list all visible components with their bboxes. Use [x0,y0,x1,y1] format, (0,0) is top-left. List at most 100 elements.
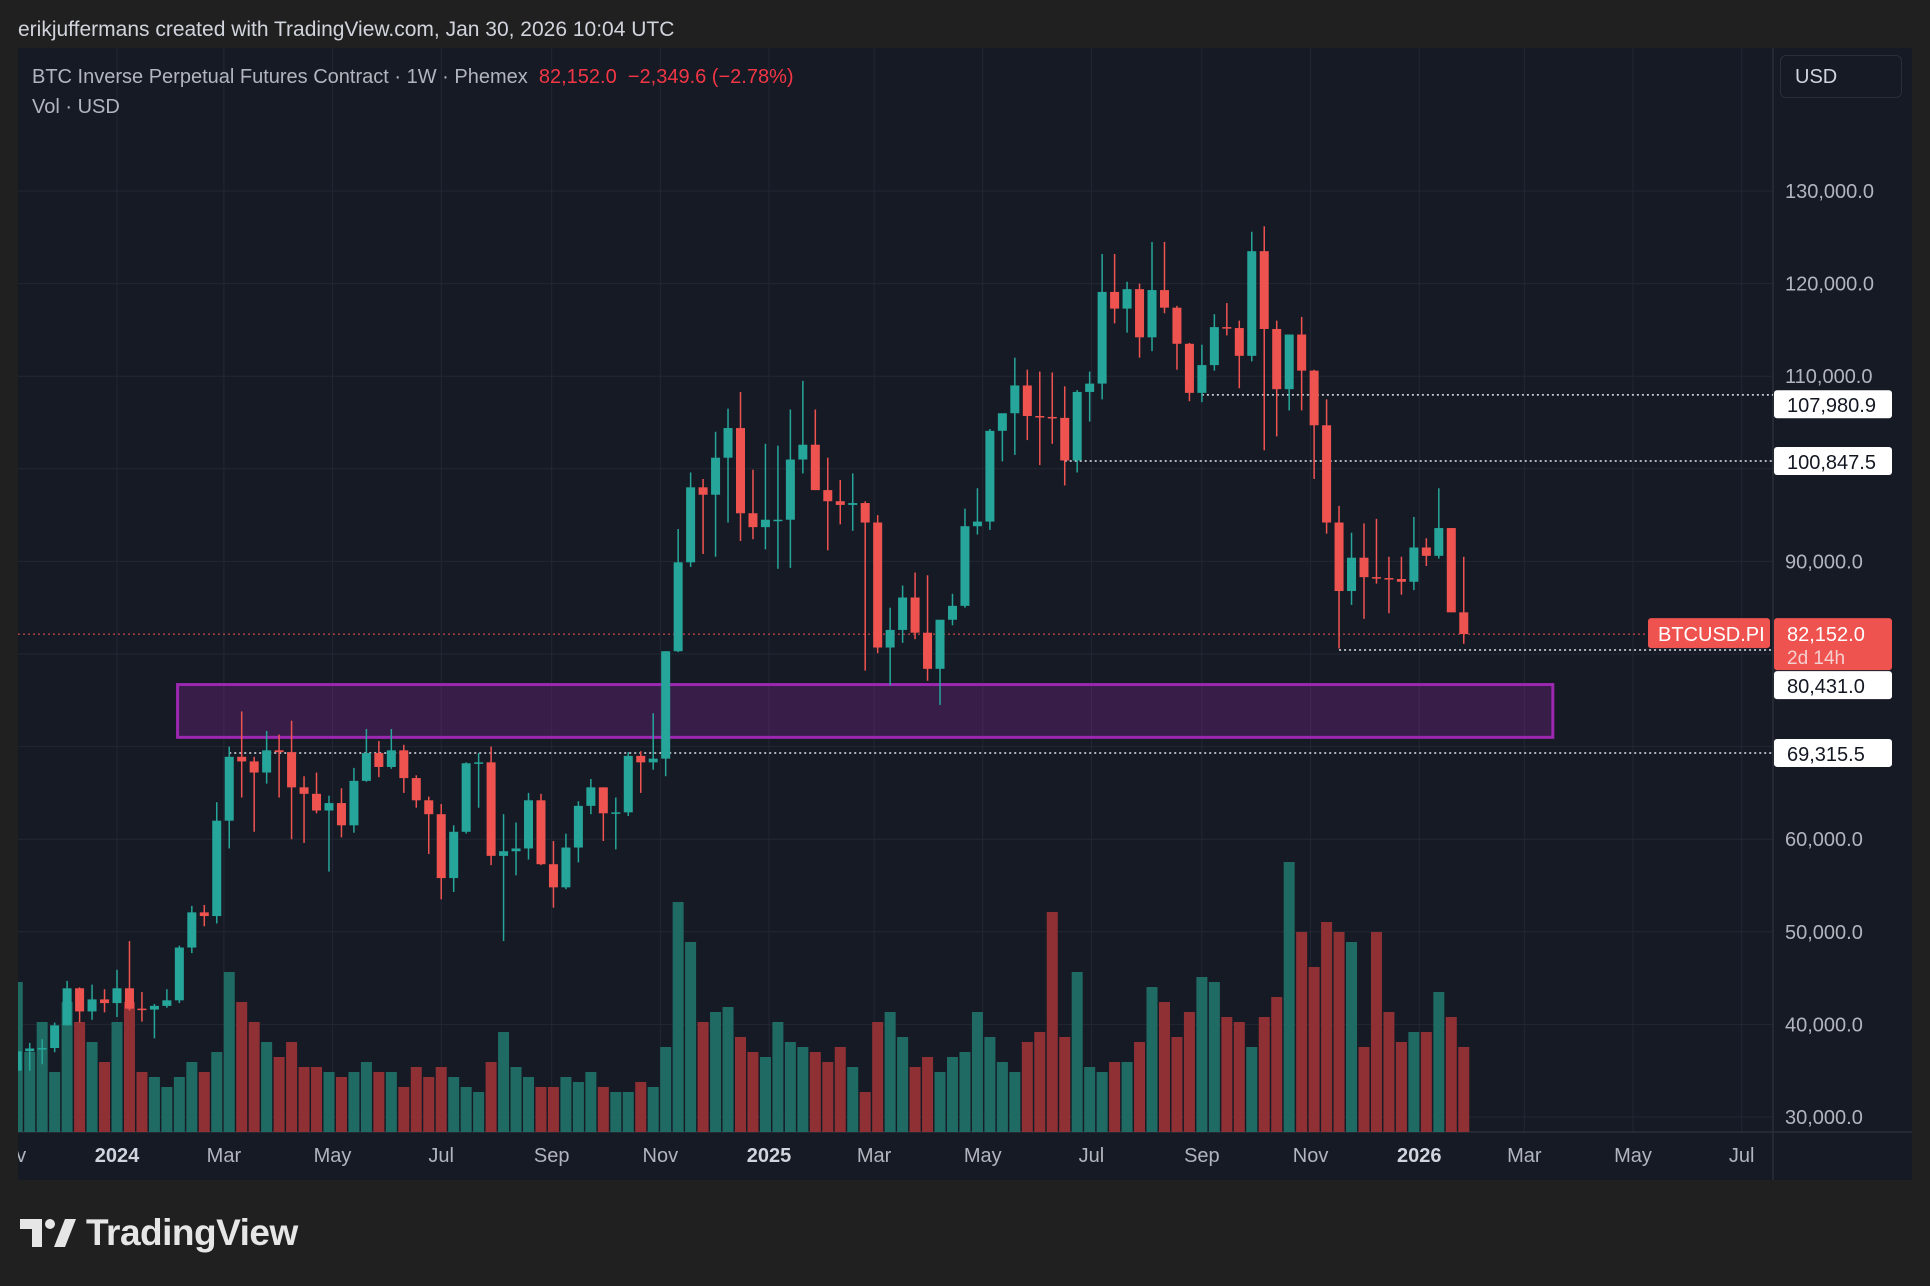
candle[interactable] [1135,283,1145,358]
candle[interactable] [1159,241,1169,314]
candle[interactable] [137,991,147,1022]
candle[interactable] [474,753,484,808]
candle[interactable] [773,445,783,569]
candle[interactable] [1421,538,1431,567]
candle[interactable] [336,788,346,838]
candle[interactable] [399,744,409,793]
candle[interactable] [1446,528,1456,613]
candle[interactable] [262,730,272,784]
candle[interactable] [760,443,770,550]
candle[interactable] [212,802,222,924]
candle[interactable] [324,795,334,872]
support-zone-rectangle[interactable] [176,683,1555,739]
candle[interactable] [436,804,446,900]
candle[interactable] [848,473,858,531]
candle[interactable] [287,720,297,840]
candle[interactable] [1297,316,1307,411]
candle[interactable] [1371,518,1381,584]
candle[interactable] [199,904,209,927]
currency-button[interactable]: USD [1780,55,1902,98]
candle[interactable] [623,752,633,817]
chart-pane[interactable]: 130,000.0 120,000.0 110,000.0 107,980.9 100,… [18,48,1912,1180]
candle[interactable] [1047,372,1057,444]
candle[interactable] [598,787,608,842]
candle[interactable] [1097,253,1107,400]
candle[interactable] [1334,505,1344,649]
candle[interactable] [785,409,795,568]
candle[interactable] [561,833,571,890]
candle[interactable] [1110,253,1120,324]
candle[interactable] [935,619,945,705]
candle[interactable] [885,607,895,686]
candle[interactable] [711,431,721,557]
candle[interactable] [997,413,1007,462]
candle[interactable] [661,651,671,777]
candle[interactable] [736,391,745,542]
candle[interactable] [1396,556,1406,595]
candle[interactable] [673,528,683,653]
candle[interactable] [18,1044,22,1075]
candle[interactable] [386,729,396,769]
candle[interactable] [1359,523,1369,619]
candle[interactable] [274,734,284,798]
candle[interactable] [1010,357,1020,455]
candle[interactable] [723,408,733,523]
candle[interactable] [499,814,509,942]
candle[interactable] [748,469,758,540]
candle[interactable] [100,989,110,1013]
candle[interactable] [149,1004,159,1039]
candle[interactable] [1035,371,1045,466]
candle[interactable] [1184,342,1194,402]
candle[interactable] [37,1039,47,1065]
candle[interactable] [112,969,122,1017]
candle[interactable] [1022,369,1032,441]
candle[interactable] [1209,314,1219,371]
candle[interactable] [1272,320,1282,437]
candle[interactable] [224,746,234,849]
candle[interactable] [573,801,583,863]
candle[interactable] [75,987,85,1023]
candle[interactable] [361,729,371,782]
candle[interactable] [1172,305,1182,370]
candle[interactable] [25,1042,35,1071]
candle[interactable] [686,472,696,567]
candle[interactable] [1384,556,1394,614]
candle[interactable] [1147,241,1157,352]
candle[interactable] [486,746,496,866]
candle[interactable] [237,711,247,798]
candle[interactable] [1247,231,1257,362]
candle[interactable] [536,793,546,866]
candle[interactable] [461,762,471,834]
candle[interactable] [50,1022,60,1053]
candle[interactable] [1197,344,1207,403]
candle[interactable] [648,713,658,770]
candle[interactable] [873,515,883,654]
candle[interactable] [62,980,72,1026]
candle[interactable] [1222,303,1232,336]
candle[interactable] [1434,488,1444,559]
candle[interactable] [835,479,845,525]
candle[interactable] [1459,556,1469,644]
candle[interactable] [1259,226,1269,451]
candle[interactable] [162,989,172,1008]
candle[interactable] [823,457,833,551]
candle[interactable] [374,741,384,778]
candle[interactable] [424,796,434,855]
candle[interactable] [611,797,621,850]
candle[interactable] [187,905,197,954]
candle[interactable] [698,478,708,554]
candle[interactable] [1234,320,1244,389]
candle[interactable] [299,776,309,843]
candle[interactable] [586,779,596,815]
candle[interactable] [1409,516,1419,591]
candle[interactable] [1072,390,1082,473]
candle[interactable] [312,772,322,814]
candle[interactable] [1060,386,1070,486]
candle[interactable] [898,585,908,643]
candle[interactable] [349,767,359,833]
candle[interactable] [1122,281,1132,333]
candle[interactable] [449,825,459,892]
candle[interactable] [1322,399,1332,534]
candle[interactable] [810,409,820,491]
candle[interactable] [124,941,134,1011]
